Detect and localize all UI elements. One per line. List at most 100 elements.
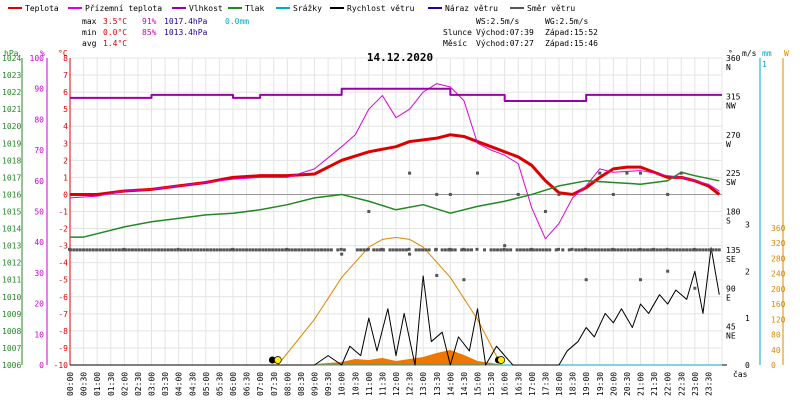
time-tick: 07:30: [270, 372, 279, 396]
time-tick: 06:30: [243, 372, 252, 396]
direction-point: [460, 248, 463, 251]
time-tick: 15:30: [487, 372, 496, 396]
temperature-tick: -7: [58, 310, 68, 319]
direction-point: [287, 248, 290, 251]
direction-point: [503, 244, 506, 247]
time-tick: 20:00: [609, 372, 618, 396]
rain-tick: 1: [762, 60, 767, 69]
direction-point: [300, 248, 303, 251]
time-tick: 03:00: [148, 372, 157, 396]
direction-point: [434, 248, 437, 251]
humidity-tick: 70: [34, 146, 44, 155]
direction-point: [659, 248, 662, 251]
direction-tick-name: NE: [726, 332, 736, 341]
temperature-tick: 0: [63, 190, 68, 199]
direction-point: [108, 248, 111, 251]
direction-point: [610, 248, 613, 251]
humidity-tick: 10: [34, 330, 44, 339]
pressure-tick: 1019: [2, 139, 21, 148]
direction-point: [669, 248, 672, 251]
pressure-tick: 1021: [2, 105, 21, 114]
direction-point: [392, 248, 395, 251]
temperature-tick: 1: [63, 173, 68, 182]
direction-point: [449, 193, 452, 196]
direction-point: [585, 278, 588, 281]
direction-point: [705, 248, 708, 251]
direction-point: [111, 248, 114, 251]
direction-point: [640, 248, 643, 251]
direction-point: [367, 210, 370, 213]
direction-point: [216, 248, 219, 251]
direction-point: [375, 248, 378, 251]
temperature-tick: -8: [58, 327, 68, 336]
direction-point: [284, 248, 287, 251]
direction-point: [421, 248, 424, 251]
time-tick: 04:00: [175, 372, 184, 396]
direction-point: [193, 248, 196, 251]
solar-tick: 120: [771, 315, 786, 324]
solar-line: [278, 238, 501, 365]
direction-point: [591, 248, 594, 251]
speed-unit: m/s: [742, 49, 757, 58]
direction-point: [209, 248, 212, 251]
stats-max-rain: 0.0mm: [225, 17, 249, 26]
time-tick: 06:00: [229, 372, 238, 396]
humidity-tick: 20: [34, 300, 44, 309]
direction-point: [255, 248, 258, 251]
direction-point: [154, 248, 157, 251]
sunrise-text: Východ:07:39: [476, 28, 534, 37]
legend-label: Vlhkost: [189, 4, 223, 13]
direction-point: [206, 248, 209, 251]
time-tick: 01:30: [107, 372, 116, 396]
time-tick: 17:30: [541, 372, 550, 396]
direction-point: [428, 248, 431, 251]
direction-point: [245, 248, 248, 251]
direction-tick: 90: [726, 284, 736, 293]
direction-point: [467, 248, 470, 251]
direction-point: [294, 248, 297, 251]
time-tick: 17:00: [528, 372, 537, 396]
direction-point: [449, 248, 452, 251]
direction-point: [571, 248, 574, 251]
time-tick: 16:30: [514, 372, 523, 396]
time-tick: 04:30: [188, 372, 197, 396]
direction-point: [69, 248, 72, 251]
direction-point: [612, 193, 615, 196]
direction-point: [229, 248, 232, 251]
direction-point: [476, 172, 479, 175]
direction-point: [496, 248, 499, 251]
direction-point: [604, 248, 607, 251]
direction-point: [568, 248, 571, 251]
direction-point: [607, 248, 610, 251]
solar-tick: 200: [771, 285, 786, 294]
stats-avg-temp: 1.4°C: [103, 39, 127, 48]
direction-point: [656, 248, 659, 251]
direction-point: [561, 248, 564, 251]
stats-min-label: min: [82, 28, 97, 37]
direction-tick: 360: [726, 54, 741, 63]
direction-point: [225, 248, 228, 251]
stats-min-pres: 1013.4hPa: [164, 28, 208, 37]
solar-tick: 0: [771, 361, 776, 370]
direction-point: [666, 248, 669, 251]
series-line-přízemní-teplota: [70, 84, 719, 239]
direction-point: [625, 172, 628, 175]
time-tick: 09:30: [324, 372, 333, 396]
time-tick: 12:00: [392, 372, 401, 396]
speed-tick: 0: [745, 361, 750, 370]
direction-point: [509, 248, 512, 251]
direction-point: [291, 248, 294, 251]
direction-point: [516, 248, 519, 251]
direction-point: [167, 248, 170, 251]
pressure-tick: 1009: [2, 310, 21, 319]
direction-point: [232, 248, 235, 251]
stats-min-temp: 0.0°C: [103, 28, 127, 37]
time-tick: 08:00: [283, 372, 292, 396]
direction-point: [653, 248, 656, 251]
direction-point: [137, 248, 140, 251]
direction-point: [323, 248, 326, 251]
time-axis-label: čas: [733, 369, 748, 379]
direction-point: [693, 287, 696, 290]
wind-gust-info: WG:2.5m/s: [545, 17, 589, 26]
direction-point: [688, 248, 691, 251]
